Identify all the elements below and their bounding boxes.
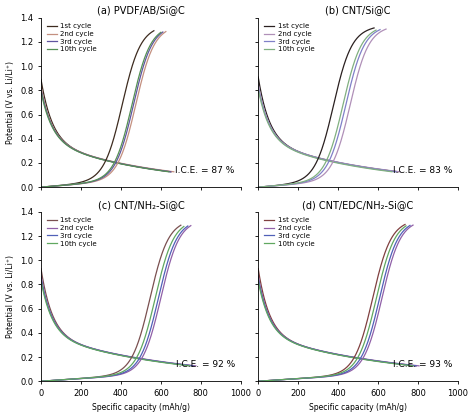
Title: (c) CNT/NH₂-Si@C: (c) CNT/NH₂-Si@C: [98, 200, 184, 209]
X-axis label: Specific capacity (mAh/g): Specific capacity (mAh/g): [309, 403, 407, 413]
Legend: 1st cycle, 2nd cycle, 3rd cycle, 10th cycle: 1st cycle, 2nd cycle, 3rd cycle, 10th cy…: [45, 215, 99, 249]
Text: I.C.E. = 83 %: I.C.E. = 83 %: [392, 166, 452, 175]
Legend: 1st cycle, 2nd cycle, 3rd cycle, 10th cycle: 1st cycle, 2nd cycle, 3rd cycle, 10th cy…: [262, 215, 316, 249]
Title: (d) CNT/EDC/NH₂-Si@C: (d) CNT/EDC/NH₂-Si@C: [302, 200, 414, 209]
Y-axis label: Potential (V vs. Li/Li⁺): Potential (V vs. Li/Li⁺): [6, 61, 15, 144]
Text: I.C.E. = 92 %: I.C.E. = 92 %: [175, 360, 235, 370]
Y-axis label: Potential (V vs. Li/Li⁺): Potential (V vs. Li/Li⁺): [6, 255, 15, 338]
Title: (a) PVDF/AB/Si@C: (a) PVDF/AB/Si@C: [97, 5, 185, 15]
Text: I.C.E. = 93 %: I.C.E. = 93 %: [392, 360, 452, 370]
Text: I.C.E. = 87 %: I.C.E. = 87 %: [175, 166, 235, 175]
X-axis label: Specific capacity (mAh/g): Specific capacity (mAh/g): [92, 403, 190, 413]
Title: (b) CNT/Si@C: (b) CNT/Si@C: [325, 5, 391, 15]
Legend: 1st cycle, 2nd cycle, 3rd cycle, 10th cycle: 1st cycle, 2nd cycle, 3rd cycle, 10th cy…: [262, 21, 316, 55]
Legend: 1st cycle, 2nd cycle, 3rd cycle, 10th cycle: 1st cycle, 2nd cycle, 3rd cycle, 10th cy…: [45, 21, 99, 55]
